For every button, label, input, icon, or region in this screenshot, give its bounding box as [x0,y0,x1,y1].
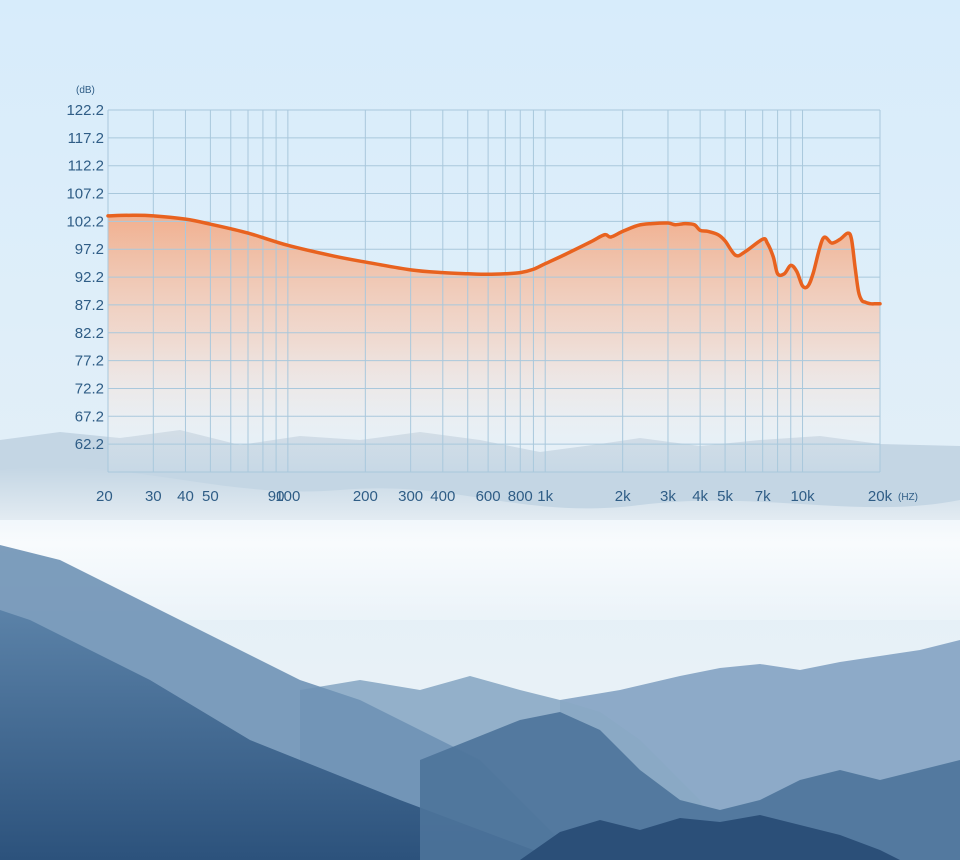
x-tick-label: 50 [202,488,219,505]
y-tick-label: 77.2 [75,353,104,370]
y-tick-label: 117.2 [68,130,104,147]
y-tick-label: 67.2 [75,408,104,425]
x-tick-label: 3k [660,488,676,505]
x-axis-unit-label: (HZ) [898,492,918,503]
response-curve-line [106,213,882,306]
x-tick-label: 300 [398,488,423,505]
x-tick-label: 40 [177,488,194,505]
near-forest-left [0,610,560,860]
y-tick-label: 82.2 [75,325,104,342]
response-area-fill [108,215,880,472]
x-tick-label: 4k [692,488,708,505]
y-axis-ticks: 122.2 117.2 112.2 107.2 102.2 97.2 92.2 87.2 82.… [66,102,104,453]
y-tick-label: 72.2 [75,380,104,397]
x-tick-label: 7k [755,488,771,505]
front-trees [520,815,900,860]
y-tick-label: 92.2 [75,269,104,286]
chart-grid [107,109,881,473]
x-tick-label: 5k [717,488,733,505]
x-tick-label: 90 [268,488,285,505]
x-tick-label: 400 [430,488,455,505]
y-tick-label: 62.2 [75,436,104,453]
x-tick-label: 1k [537,488,553,505]
x-tick-label: 20 [96,488,113,505]
y-tick-label: 87.2 [75,297,104,314]
x-tick-label: 10k [790,488,815,505]
x-tick-label: 200 [353,488,378,505]
x-tick-label: 600 [476,488,501,505]
mist-band [0,466,960,620]
y-tick-label: 122.2 [66,102,104,119]
near-forest-right [420,712,960,860]
y-tick-label: 112.2 [68,158,104,175]
x-tick-label: 100 [275,488,300,505]
y-axis-unit-label: (dB) [76,85,95,96]
x-tick-label: 800 [508,488,533,505]
x-tick-label: 20k [868,488,893,505]
y-tick-label: 107.2 [66,186,104,203]
y-tick-label: 97.2 [75,241,104,258]
x-tick-label: 2k [615,488,631,505]
y-tick-label: 102.2 [66,213,104,230]
x-tick-label: 30 [145,488,162,505]
